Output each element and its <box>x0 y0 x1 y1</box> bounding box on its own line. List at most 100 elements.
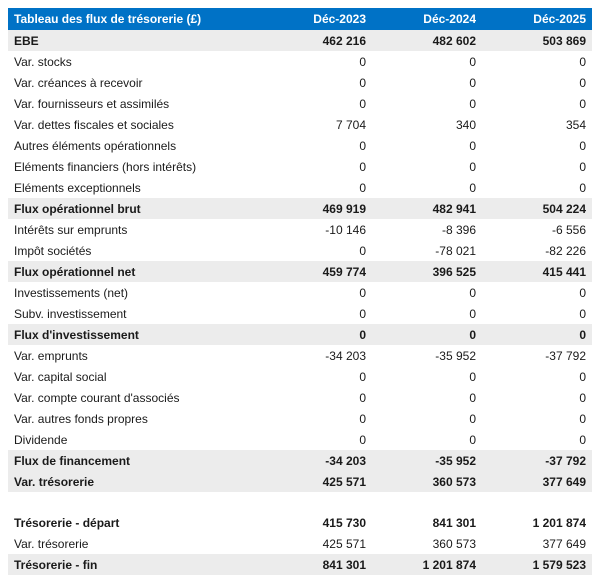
row-value: -37 792 <box>482 450 592 471</box>
row-label: Impôt sociétés <box>8 240 262 261</box>
row-value: 0 <box>372 429 482 450</box>
row-label: Eléments exceptionnels <box>8 177 262 198</box>
row-value: 462 216 <box>262 30 372 51</box>
row-label: Flux opérationnel brut <box>8 198 262 219</box>
header-col-0: Déc-2023 <box>262 8 372 30</box>
row-value: 340 <box>372 114 482 135</box>
row-label: Var. emprunts <box>8 345 262 366</box>
row-label: Var. autres fonds propres <box>8 408 262 429</box>
row-value: 0 <box>372 93 482 114</box>
header-col-1: Déc-2024 <box>372 8 482 30</box>
row-label: Eléments financiers (hors intérêts) <box>8 156 262 177</box>
row-value: -6 556 <box>482 219 592 240</box>
row-value: 0 <box>262 51 372 72</box>
table-row: Eléments exceptionnels000 <box>8 177 592 198</box>
row-value: 0 <box>372 303 482 324</box>
row-label: Dividende <box>8 429 262 450</box>
row-label: Var. créances à recevoir <box>8 72 262 93</box>
table-row: Var. créances à recevoir000 <box>8 72 592 93</box>
row-value: 415 441 <box>482 261 592 282</box>
table-header-row: Tableau des flux de trésorerie (£) Déc-2… <box>8 8 592 30</box>
row-value: 504 224 <box>482 198 592 219</box>
row-label: EBE <box>8 30 262 51</box>
row-value: -78 021 <box>372 240 482 261</box>
table-row: Impôt sociétés0-78 021-82 226 <box>8 240 592 261</box>
row-label: Intérêts sur emprunts <box>8 219 262 240</box>
table-row: Var. autres fonds propres000 <box>8 408 592 429</box>
row-value: 0 <box>262 408 372 429</box>
row-value: 0 <box>482 93 592 114</box>
row-value: 0 <box>262 135 372 156</box>
row-value: 0 <box>482 429 592 450</box>
row-label: Var. compte courant d'associés <box>8 387 262 408</box>
row-value: 0 <box>262 282 372 303</box>
row-label: Flux opérationnel net <box>8 261 262 282</box>
row-value: 0 <box>372 387 482 408</box>
row-label: Var. trésorerie <box>8 533 262 554</box>
table-row: Var. stocks000 <box>8 51 592 72</box>
row-value: 469 919 <box>262 198 372 219</box>
row-value: 841 301 <box>372 512 482 533</box>
row-value: -10 146 <box>262 219 372 240</box>
row-value <box>482 492 592 512</box>
row-label <box>8 492 262 512</box>
table-row: Var. trésorerie425 571360 573377 649 <box>8 533 592 554</box>
row-label: Var. dettes fiscales et sociales <box>8 114 262 135</box>
row-label: Var. fournisseurs et assimilés <box>8 93 262 114</box>
row-value: 0 <box>372 135 482 156</box>
row-value: -34 203 <box>262 345 372 366</box>
row-value: 396 525 <box>372 261 482 282</box>
row-value: 0 <box>482 51 592 72</box>
header-col-2: Déc-2025 <box>482 8 592 30</box>
row-value: 360 573 <box>372 471 482 492</box>
row-value <box>372 492 482 512</box>
table-row: Investissements (net)000 <box>8 282 592 303</box>
row-label: Var. trésorerie <box>8 471 262 492</box>
row-value: 482 602 <box>372 30 482 51</box>
row-value: 1 201 874 <box>482 512 592 533</box>
row-value: 0 <box>372 156 482 177</box>
row-value: -8 396 <box>372 219 482 240</box>
row-value <box>262 492 372 512</box>
row-value: -82 226 <box>482 240 592 261</box>
row-value: -37 792 <box>482 345 592 366</box>
row-value: 0 <box>482 366 592 387</box>
row-value: 0 <box>372 72 482 93</box>
table-row: Dividende000 <box>8 429 592 450</box>
row-value: 0 <box>372 324 482 345</box>
row-value: 0 <box>262 177 372 198</box>
row-value: -35 952 <box>372 345 482 366</box>
row-label: Autres éléments opérationnels <box>8 135 262 156</box>
row-value: 0 <box>482 387 592 408</box>
row-value: 0 <box>262 366 372 387</box>
row-value: 0 <box>262 387 372 408</box>
row-value: 360 573 <box>372 533 482 554</box>
row-value: 0 <box>482 303 592 324</box>
table-row: Flux d'investissement000 <box>8 324 592 345</box>
table-row: Subv. investissement000 <box>8 303 592 324</box>
table-row: Flux opérationnel brut469 919482 941504 … <box>8 198 592 219</box>
row-value: 0 <box>262 240 372 261</box>
row-value: 1 579 523 <box>482 554 592 575</box>
row-value: 0 <box>372 51 482 72</box>
table-row: Var. dettes fiscales et sociales7 704340… <box>8 114 592 135</box>
row-value: 0 <box>262 156 372 177</box>
table-row: Var. trésorerie425 571360 573377 649 <box>8 471 592 492</box>
table-row: Flux opérationnel net459 774396 525415 4… <box>8 261 592 282</box>
row-value: 0 <box>482 324 592 345</box>
row-label: Var. stocks <box>8 51 262 72</box>
row-value: 425 571 <box>262 533 372 554</box>
row-value: 0 <box>372 177 482 198</box>
table-row: Var. compte courant d'associés000 <box>8 387 592 408</box>
row-value: 377 649 <box>482 533 592 554</box>
row-value: 0 <box>372 282 482 303</box>
row-value: 0 <box>482 408 592 429</box>
row-label: Subv. investissement <box>8 303 262 324</box>
row-value: 1 201 874 <box>372 554 482 575</box>
table-row: Trésorerie - départ415 730841 3011 201 8… <box>8 512 592 533</box>
row-value: 354 <box>482 114 592 135</box>
table-row <box>8 492 592 512</box>
row-value: 0 <box>482 72 592 93</box>
row-value: 7 704 <box>262 114 372 135</box>
row-value: 0 <box>262 303 372 324</box>
